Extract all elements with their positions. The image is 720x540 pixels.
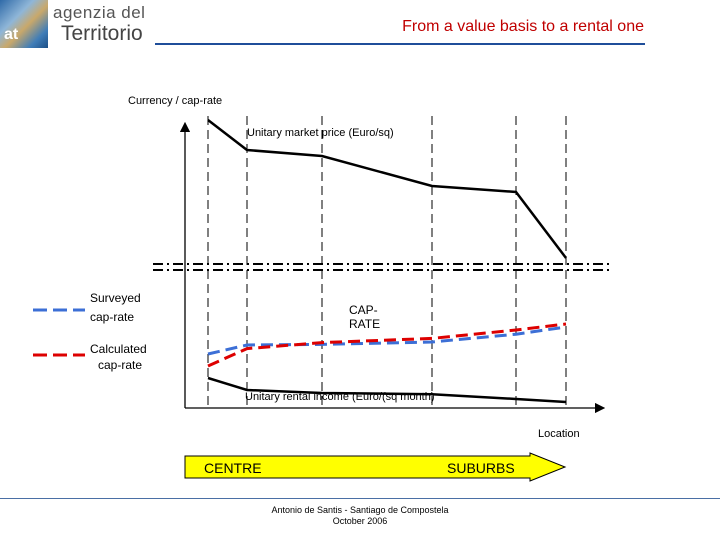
cap-rate-line1: CAP-: [349, 303, 378, 317]
surveyed-series-line: [207, 325, 567, 356]
slide-title: From a value basis to a rental one: [402, 18, 644, 35]
footer-author: Antonio de Santis - Santiago de Composte…: [271, 505, 449, 515]
logo-badge: at: [4, 26, 19, 43]
legend-calculated-line2: cap-rate: [98, 358, 142, 372]
price-series-line: [207, 119, 567, 259]
legend-surveyed-line1: Surveyed: [90, 291, 141, 305]
footer-date: October 2006: [332, 516, 388, 526]
calculated-series-line: [207, 322, 567, 368]
logo-line2: Territorio: [61, 22, 143, 45]
legend-surveyed-line2: cap-rate: [90, 310, 134, 324]
logo-emblem: at: [0, 0, 48, 48]
location-arrow: [184, 452, 567, 482]
series-lines: [207, 119, 567, 404]
cap-rate-line2: RATE: [349, 317, 380, 331]
price-series-label: Unitary market price (Euro/sq): [247, 127, 394, 139]
arrow-left-label: CENTRE: [204, 460, 262, 476]
cap-rate-label: CAP- RATE: [349, 303, 381, 331]
header-divider: [155, 43, 645, 45]
rental-series-line: [207, 376, 567, 404]
x-axis-label: Location: [538, 428, 580, 440]
agenzia-logo: at agenzia del Territorio: [0, 0, 150, 48]
footer-divider: [0, 498, 720, 499]
y-axis-label: Currency / cap-rate: [128, 95, 222, 107]
logo-line1: agenzia del: [53, 3, 146, 22]
location-guides: [207, 116, 567, 408]
footer: Antonio de Santis - Santiago de Composte…: [0, 505, 720, 527]
legend-calculated-line1: Calculated: [90, 342, 147, 356]
arrow-right-label: SUBURBS: [447, 460, 515, 476]
